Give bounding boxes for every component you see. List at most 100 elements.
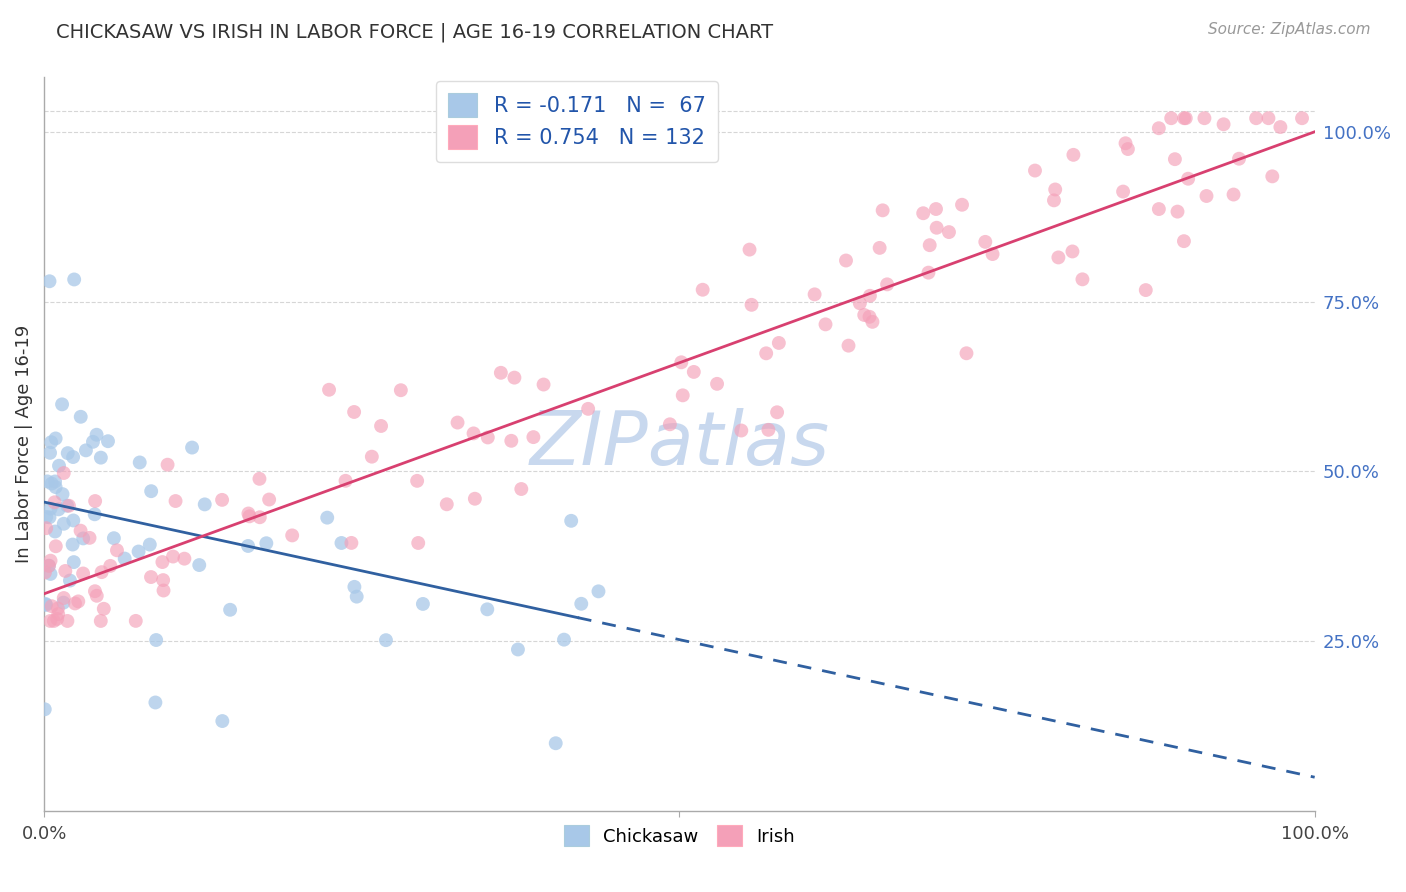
Point — [588, 584, 610, 599]
Point — [152, 583, 174, 598]
Point — [236, 539, 259, 553]
Point — [34, 597, 56, 611]
Point — [335, 474, 357, 488]
Point — [84, 584, 107, 599]
Point — [152, 555, 174, 569]
Point — [1291, 112, 1313, 126]
Point — [463, 426, 485, 441]
Point — [105, 543, 128, 558]
Point — [35, 510, 58, 524]
Point — [766, 405, 789, 419]
Point — [918, 238, 941, 252]
Point — [803, 287, 825, 301]
Point — [254, 536, 277, 550]
Point — [682, 365, 704, 379]
Point — [56, 614, 79, 628]
Point — [436, 497, 458, 511]
Point — [755, 346, 778, 360]
Legend: Chickasaw, Irish: Chickasaw, Irish — [557, 818, 803, 854]
Point — [188, 558, 211, 572]
Point — [1177, 171, 1199, 186]
Point — [671, 355, 693, 369]
Point — [938, 225, 960, 239]
Point — [128, 455, 150, 469]
Point — [69, 409, 91, 424]
Text: CHICKASAW VS IRISH IN LABOR FORCE | AGE 16-19 CORRELATION CHART: CHICKASAW VS IRISH IN LABOR FORCE | AGE … — [56, 22, 773, 42]
Point — [501, 434, 523, 448]
Point — [51, 397, 73, 411]
Point — [1045, 182, 1067, 196]
Point — [249, 510, 271, 524]
Point — [446, 416, 468, 430]
Point — [738, 243, 761, 257]
Point — [316, 510, 339, 524]
Point — [981, 247, 1004, 261]
Point — [955, 346, 977, 360]
Point — [672, 388, 695, 402]
Point — [950, 198, 973, 212]
Point — [84, 494, 107, 508]
Point — [560, 514, 582, 528]
Point — [1257, 112, 1279, 126]
Point — [194, 497, 217, 511]
Point — [1112, 185, 1135, 199]
Point — [569, 597, 592, 611]
Point — [375, 633, 398, 648]
Point — [44, 495, 66, 509]
Point — [1194, 112, 1216, 126]
Point — [211, 492, 233, 507]
Point — [758, 423, 780, 437]
Point — [69, 524, 91, 538]
Point — [553, 632, 575, 647]
Point — [249, 472, 271, 486]
Point — [128, 544, 150, 558]
Point — [1164, 152, 1187, 166]
Point — [79, 531, 101, 545]
Point — [52, 591, 75, 605]
Point — [62, 450, 84, 464]
Point — [1115, 136, 1137, 151]
Point — [1147, 202, 1170, 216]
Point — [34, 566, 56, 580]
Point — [44, 524, 66, 539]
Point — [1244, 112, 1267, 126]
Point — [51, 487, 73, 501]
Point — [853, 308, 876, 322]
Point — [912, 206, 935, 220]
Point — [1135, 283, 1157, 297]
Point — [741, 298, 763, 312]
Point — [63, 555, 86, 569]
Point — [1270, 120, 1292, 134]
Point — [343, 405, 366, 419]
Point — [576, 401, 599, 416]
Point — [63, 272, 86, 286]
Point — [389, 383, 412, 397]
Point — [837, 338, 859, 352]
Point — [1147, 121, 1170, 136]
Point — [1062, 148, 1084, 162]
Point — [98, 558, 121, 573]
Point — [39, 554, 62, 568]
Point — [768, 335, 790, 350]
Point — [39, 446, 62, 460]
Text: ZIPatlas: ZIPatlas — [529, 409, 830, 480]
Point — [872, 203, 894, 218]
Point — [343, 580, 366, 594]
Point — [412, 597, 434, 611]
Point — [1160, 112, 1182, 126]
Point — [257, 492, 280, 507]
Point — [139, 538, 162, 552]
Point — [156, 458, 179, 472]
Point — [1116, 142, 1139, 156]
Point — [56, 499, 79, 513]
Point — [39, 501, 62, 516]
Point — [39, 435, 62, 450]
Point — [522, 430, 544, 444]
Point — [86, 589, 108, 603]
Point — [45, 480, 67, 494]
Point — [181, 441, 204, 455]
Point — [37, 475, 59, 489]
Point — [141, 484, 163, 499]
Point — [114, 551, 136, 566]
Point — [52, 466, 75, 480]
